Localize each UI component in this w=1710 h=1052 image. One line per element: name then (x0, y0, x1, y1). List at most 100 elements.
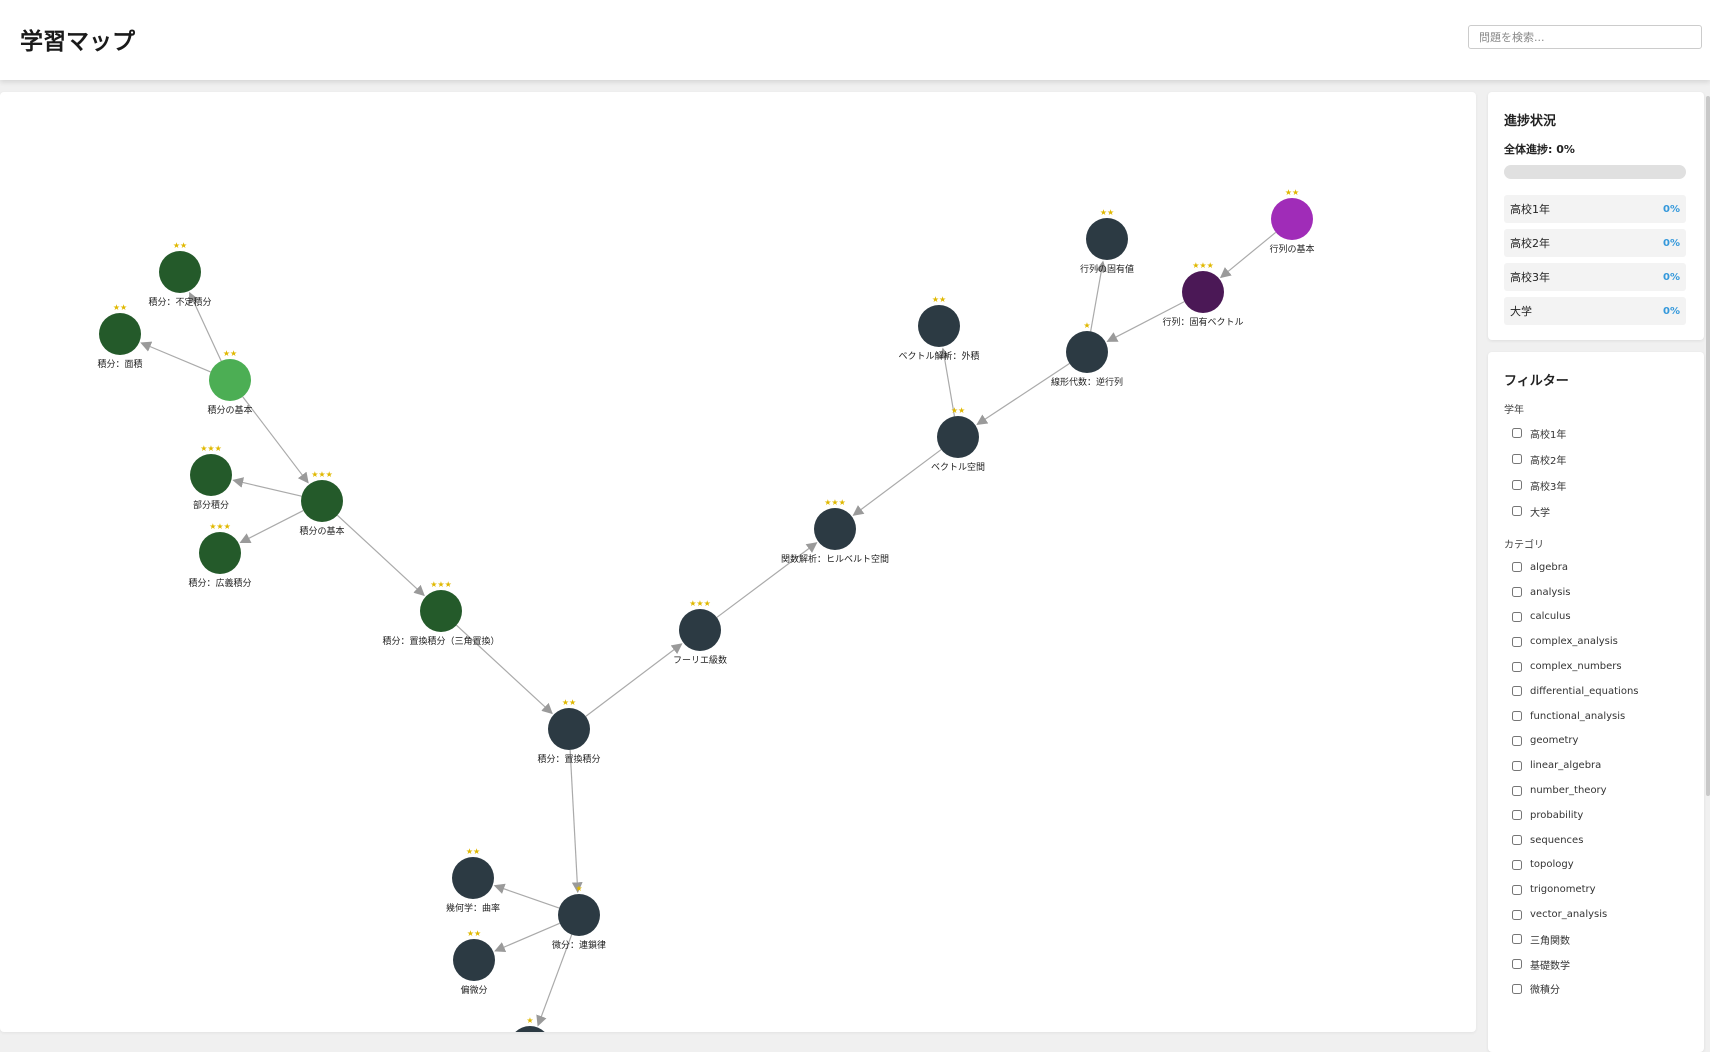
category-filter-checkbox[interactable] (1512, 835, 1522, 846)
map-node[interactable]: ★★ 幾何学：曲率 (446, 847, 500, 914)
overall-progress-label: 全体進捗: 0% (1504, 143, 1575, 156)
node-circle[interactable] (548, 708, 590, 750)
map-node[interactable]: ★★★ 積分：広義積分 (188, 522, 251, 589)
category-filter-checkbox[interactable] (1512, 760, 1522, 771)
category-filter-item[interactable]: number_theory (1504, 778, 1688, 803)
category-filter-checkbox[interactable] (1512, 686, 1522, 697)
node-circle[interactable] (1086, 218, 1128, 260)
grade-filter-item[interactable]: 高校2年 (1504, 446, 1688, 472)
nodes-layer: ★★積分：不定積分★★積分：面積★★積分の基本★★★部分積分★★★積分の基本★★… (97, 188, 1315, 1032)
node-circle[interactable] (199, 532, 241, 574)
map-node[interactable]: ★★ ベクトル解析：外積 (898, 295, 979, 362)
node-circle[interactable] (558, 894, 600, 936)
category-filter-checkbox[interactable] (1512, 636, 1522, 647)
node-circle[interactable] (1271, 198, 1313, 240)
map-node[interactable]: ★★ ベクトル空間 (931, 406, 985, 473)
node-circle[interactable] (99, 313, 141, 355)
grade-filter-item[interactable]: 高校3年 (1504, 472, 1688, 498)
category-filter-checkbox[interactable] (1512, 785, 1522, 796)
category-filter-item[interactable]: sequences (1504, 828, 1688, 853)
map-node[interactable]: ★★★ フーリエ級数 (673, 599, 727, 666)
category-filter-checkbox[interactable] (1512, 859, 1522, 870)
node-circle[interactable] (1182, 271, 1224, 313)
map-node[interactable]: ★ (509, 1016, 551, 1032)
category-filter-checkbox[interactable] (1512, 983, 1522, 994)
map-node[interactable]: ★★ 行列の固有値 (1080, 208, 1134, 275)
category-filter-item[interactable]: linear_algebra (1504, 753, 1688, 778)
map-node[interactable]: ★ 線形代数：逆行列 (1051, 321, 1123, 388)
map-node[interactable]: ★★★ 部分積分 (190, 444, 232, 511)
map-node[interactable]: ★★★ 積分：置換積分（三角置換） (382, 580, 499, 647)
category-filter-item[interactable]: topology (1504, 853, 1688, 878)
map-node[interactable]: ★ 微分：連鎖律 (552, 884, 606, 951)
map-node[interactable]: ★★ 行列の基本 (1269, 188, 1314, 255)
category-filter-checkbox[interactable] (1512, 735, 1522, 746)
search-input[interactable] (1468, 25, 1702, 49)
category-filter-label: 微積分 (1530, 985, 1560, 997)
page-scrollbar[interactable] (1706, 96, 1710, 796)
learning-map-panel[interactable]: ★★ 積分：不定積分 ★★ 積分：面積 ★★ 積分の基本 ★★★ 部分積分 ★★★ 積分の基本 ★★… (0, 92, 1476, 1032)
grade-filter-item[interactable]: 高校1年 (1504, 420, 1688, 446)
node-difficulty-stars: ★ (1083, 321, 1090, 330)
node-circle[interactable] (420, 590, 462, 632)
category-filter-checkbox[interactable] (1512, 810, 1522, 821)
node-circle[interactable] (814, 508, 856, 550)
node-circle[interactable] (509, 1026, 551, 1032)
node-circle[interactable] (918, 305, 960, 347)
map-node[interactable]: ★★★ 行列：固有ベクトル (1162, 261, 1243, 328)
category-filter-checkbox[interactable] (1512, 934, 1522, 945)
node-circle[interactable] (452, 857, 494, 899)
learning-map-graph[interactable]: ★★積分：不定積分★★積分：面積★★積分の基本★★★部分積分★★★積分の基本★★… (0, 92, 1476, 1032)
grade-filter-checkbox[interactable] (1512, 454, 1522, 464)
node-circle[interactable] (1066, 331, 1108, 373)
category-filter-item[interactable]: differential_equations (1504, 679, 1688, 704)
grade-filter-checkbox[interactable] (1512, 428, 1522, 438)
progress-title: 進捗状況 (1504, 114, 1557, 129)
grade-progress-percent: 0% (1663, 271, 1680, 283)
category-filter-item[interactable]: geometry (1504, 729, 1688, 754)
map-node[interactable]: ★★ 積分の基本 (207, 349, 252, 416)
category-filter-checkbox[interactable] (1512, 711, 1522, 722)
node-circle[interactable] (190, 454, 232, 496)
sidebar: 進捗状況 全体進捗: 0% 高校1年 0% 高校2年 0% 高校3年 0% 大学 0% フィル… (1488, 92, 1704, 1052)
map-node[interactable]: ★★★ 関数解析：ヒルベルト空間 (781, 498, 889, 565)
node-circle[interactable] (679, 609, 721, 651)
map-node[interactable]: ★★ 積分：置換積分 (537, 698, 600, 765)
category-filter-item[interactable]: complex_analysis (1504, 629, 1688, 654)
category-filter-item[interactable]: functional_analysis (1504, 704, 1688, 729)
category-filter-item[interactable]: 三角関数 (1504, 927, 1688, 952)
category-filter-checkbox[interactable] (1512, 959, 1522, 970)
node-circle[interactable] (937, 416, 979, 458)
category-filter-item[interactable]: trigonometry (1504, 877, 1688, 902)
category-filter-item[interactable]: calculus (1504, 605, 1688, 630)
map-node[interactable]: ★★ 偏微分 (453, 929, 495, 996)
node-circle[interactable] (301, 480, 343, 522)
grade-progress-row: 大学 0% (1504, 297, 1686, 325)
category-filter-checkbox[interactable] (1512, 661, 1522, 672)
node-difficulty-stars: ★★★ (430, 580, 452, 589)
map-node[interactable]: ★★★ 積分の基本 (299, 470, 344, 537)
category-filter-item[interactable]: 基礎数学 (1504, 952, 1688, 977)
category-filter-item[interactable]: complex_numbers (1504, 654, 1688, 679)
category-filter-label: complex_analysis (1530, 636, 1618, 648)
category-filter-checkbox[interactable] (1512, 884, 1522, 895)
grade-filter-item[interactable]: 大学 (1504, 498, 1688, 524)
category-filter-item[interactable]: 微積分 (1504, 977, 1688, 1002)
category-filter-item[interactable]: algebra (1504, 555, 1688, 580)
category-filter-checkbox[interactable] (1512, 562, 1522, 573)
category-filter-item[interactable]: analysis (1504, 580, 1688, 605)
grade-filter-checkbox[interactable] (1512, 480, 1522, 490)
grade-filter-checkbox[interactable] (1512, 506, 1522, 516)
node-circle[interactable] (159, 251, 201, 293)
map-node[interactable]: ★★ 積分：面積 (97, 303, 142, 370)
category-filter-checkbox[interactable] (1512, 909, 1522, 920)
category-filter-checkbox[interactable] (1512, 611, 1522, 622)
category-filter-checkbox[interactable] (1512, 587, 1522, 598)
category-filter-item[interactable]: probability (1504, 803, 1688, 828)
node-circle[interactable] (209, 359, 251, 401)
map-node[interactable]: ★★ 積分：不定積分 (148, 241, 211, 308)
category-filter-label: functional_analysis (1530, 710, 1626, 722)
edge-n7-n8 (456, 624, 553, 715)
node-circle[interactable] (453, 939, 495, 981)
category-filter-item[interactable]: vector_analysis (1504, 902, 1688, 927)
